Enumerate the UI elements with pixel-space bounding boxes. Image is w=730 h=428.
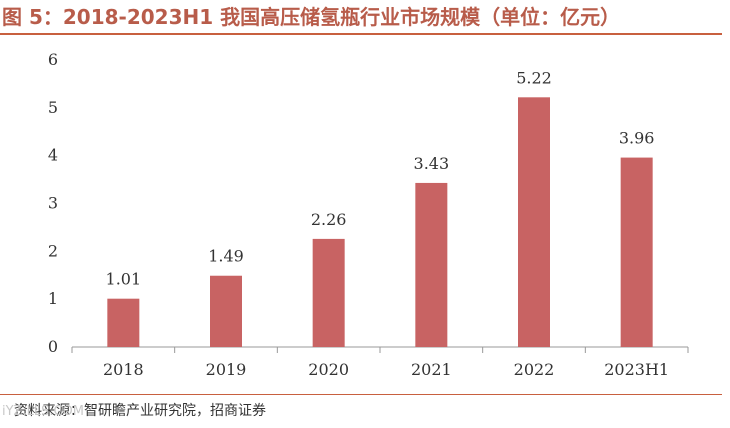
y-tick-label: 6: [48, 50, 58, 69]
bar: [518, 97, 550, 347]
bar: [210, 275, 242, 347]
title-divider: [0, 33, 722, 35]
x-tick-label: 2021: [411, 360, 452, 379]
data-label: 1.01: [106, 270, 142, 289]
x-tick-label: 2023H1: [604, 360, 669, 379]
bar-chart: 0 1 2 3 4 5 6 1.01 2018 1.49 2019 2.26 2020 3.43 2021…: [48, 50, 689, 379]
data-label: 5.22: [516, 68, 552, 87]
y-tick-label: 1: [48, 289, 58, 308]
source-note: 资料来源：智研瞻产业研究院，招商证券: [14, 403, 266, 419]
footer-divider: [0, 394, 722, 395]
bar: [312, 238, 345, 347]
y-tick-label: 4: [48, 146, 58, 165]
bar: [620, 157, 653, 347]
chart-labels: 1.01 2018 1.49 2019 2.26 2020 3.43 2021 5.22 2022…: [103, 68, 669, 379]
y-tick-label: 2: [48, 241, 58, 260]
y-tick-label: 0: [48, 337, 58, 356]
data-label: 1.49: [208, 247, 244, 266]
page-title: 图 5：2018-2023H1 我国高压储氢瓶行业市场规模（单位：亿元）: [2, 5, 621, 29]
x-tick-label: 2020: [308, 360, 349, 379]
y-tick-label: 3: [48, 194, 58, 213]
x-tick-label: 2022: [514, 360, 555, 379]
x-tick-label: 2019: [206, 360, 247, 379]
bar: [107, 298, 140, 347]
data-label: 2.26: [311, 210, 347, 229]
y-tick-label: 5: [48, 98, 58, 117]
chart-bars: [107, 97, 653, 347]
chart-axes: 0 1 2 3 4 5 6: [48, 50, 689, 356]
watermark: iYZ.LLS.COM: [2, 404, 84, 419]
bar: [415, 182, 448, 347]
x-tick-label: 2018: [103, 360, 144, 379]
data-label: 3.96: [619, 129, 655, 148]
data-label: 3.43: [414, 154, 450, 173]
